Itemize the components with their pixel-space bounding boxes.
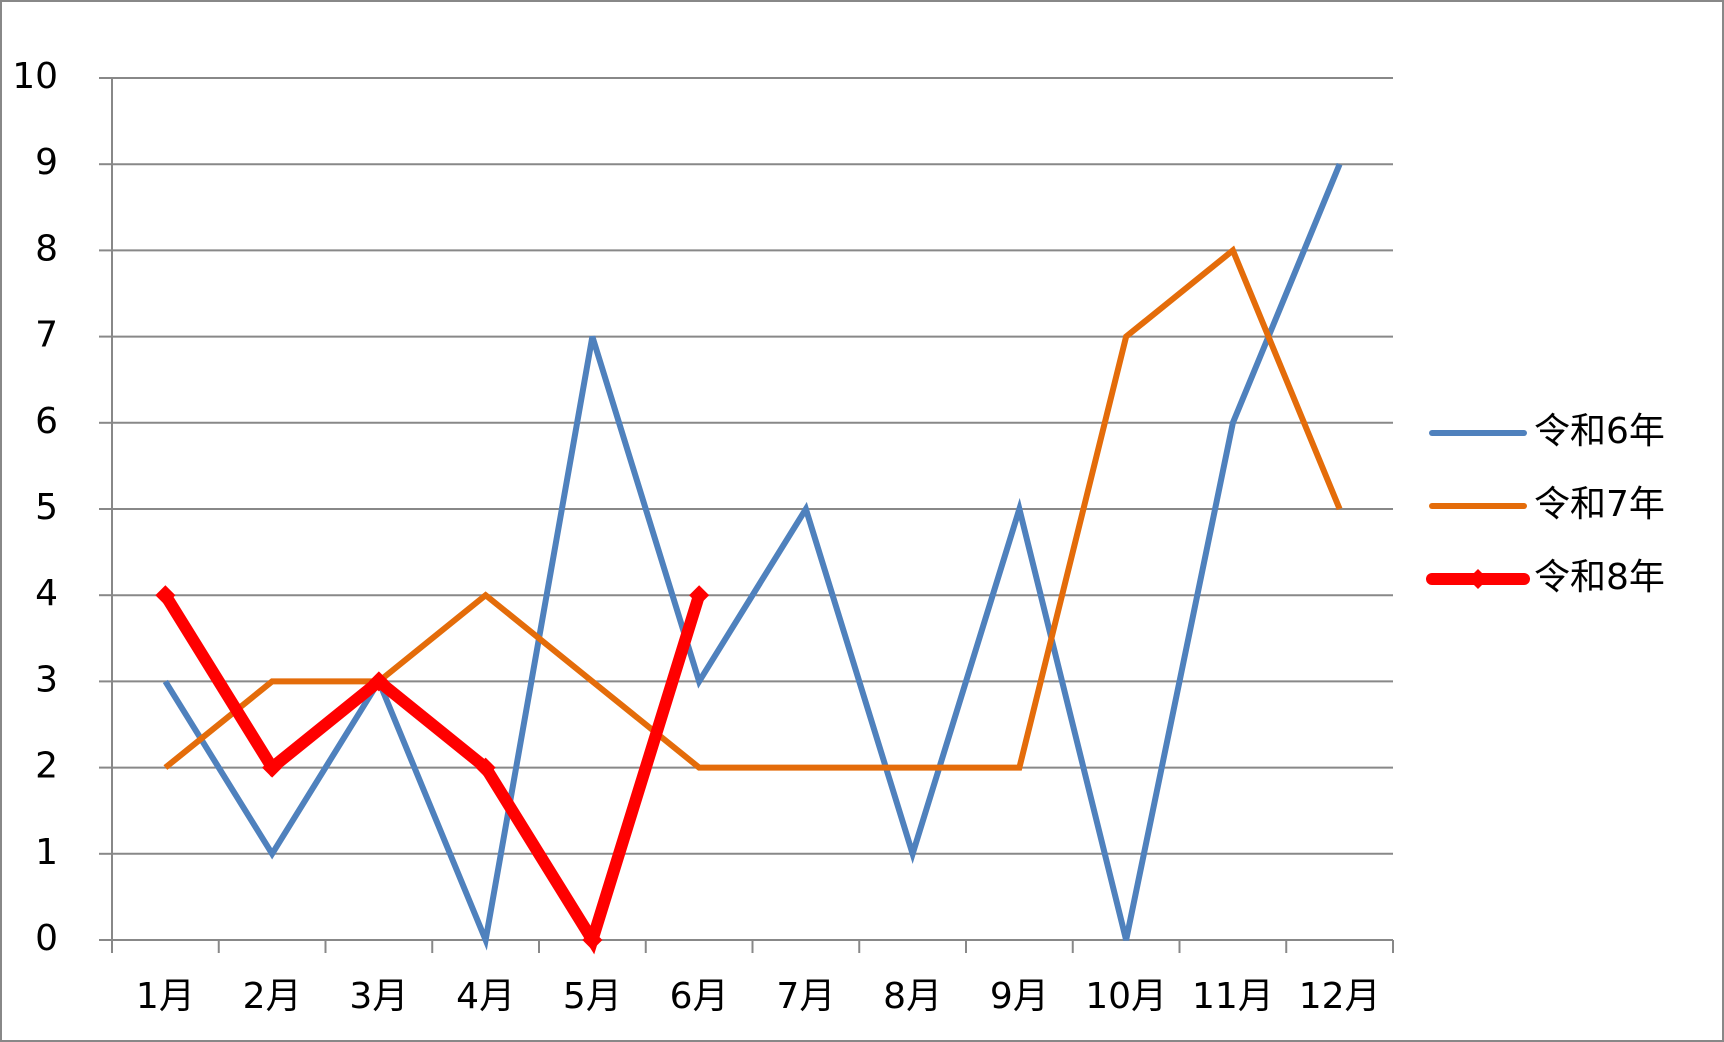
y-tick-label: 0 xyxy=(35,918,58,959)
x-tick-label: 2月 xyxy=(243,976,302,1017)
x-tick-label: 7月 xyxy=(776,976,835,1017)
marker xyxy=(475,757,496,778)
y-tick-label: 2 xyxy=(35,746,58,787)
marker xyxy=(582,930,603,950)
x-tick-label: 12月 xyxy=(1299,976,1381,1017)
x-tick-label: 10月 xyxy=(1085,976,1167,1017)
legend-label: 令和7年 xyxy=(1534,484,1665,525)
y-tick-label: 4 xyxy=(35,573,58,614)
y-tick-label: 10 xyxy=(12,56,58,97)
marker xyxy=(262,757,283,778)
y-tick-label: 9 xyxy=(35,142,58,183)
x-tick-label: 8月 xyxy=(883,976,942,1017)
y-tick-label: 3 xyxy=(35,659,58,700)
legend-label: 令和8年 xyxy=(1534,557,1665,598)
x-tick-label: 1月 xyxy=(136,976,195,1017)
x-tick-label: 6月 xyxy=(670,976,729,1017)
marker xyxy=(368,671,389,692)
y-tick-label: 7 xyxy=(35,315,58,356)
marker xyxy=(155,585,176,606)
legend-marker xyxy=(1468,569,1488,589)
legend-label: 令和6年 xyxy=(1534,411,1665,452)
y-tick-label: 1 xyxy=(35,832,58,873)
y-tick-label: 5 xyxy=(35,487,58,528)
x-tick-label: 5月 xyxy=(563,976,622,1017)
y-tick-label: 6 xyxy=(35,401,58,442)
marker xyxy=(689,585,710,606)
x-tick-label: 4月 xyxy=(456,976,515,1017)
x-tick-label: 3月 xyxy=(349,976,408,1017)
y-tick-label: 8 xyxy=(35,228,58,269)
series-line xyxy=(163,245,1343,771)
series-line xyxy=(162,163,1343,951)
x-tick-label: 11月 xyxy=(1192,976,1274,1017)
series-line xyxy=(160,592,705,955)
x-tick-label: 9月 xyxy=(990,976,1049,1017)
